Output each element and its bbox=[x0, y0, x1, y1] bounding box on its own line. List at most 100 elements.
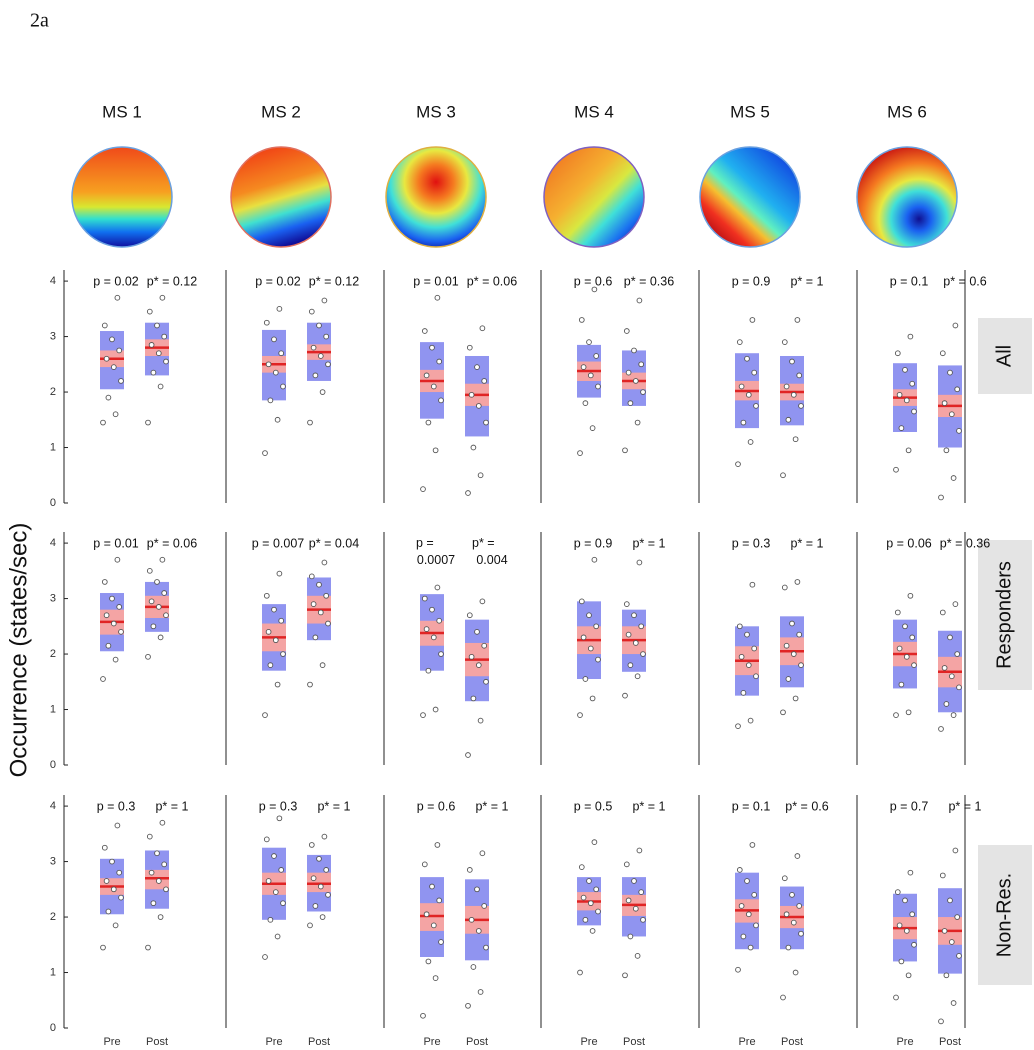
p-value: p = 0.0007 bbox=[416, 536, 455, 567]
data-point bbox=[321, 559, 328, 566]
data-point bbox=[276, 570, 283, 577]
data-point bbox=[749, 317, 756, 323]
data-point bbox=[632, 378, 639, 384]
data-point bbox=[956, 428, 962, 434]
data-point bbox=[430, 383, 437, 390]
data-point bbox=[780, 994, 786, 1001]
data-point bbox=[948, 939, 955, 945]
data-point bbox=[736, 623, 743, 630]
p-value: p = 0.6 bbox=[417, 799, 456, 813]
data-point bbox=[627, 933, 634, 940]
topomap bbox=[385, 146, 487, 248]
data-point bbox=[468, 916, 475, 923]
data-point bbox=[631, 878, 637, 884]
data-point bbox=[794, 579, 801, 585]
data-point bbox=[905, 709, 912, 716]
data-point bbox=[789, 358, 795, 365]
data-point bbox=[103, 612, 110, 619]
data-point bbox=[634, 419, 641, 426]
data-point bbox=[438, 397, 444, 404]
data-point bbox=[278, 867, 285, 873]
ci-box bbox=[307, 872, 331, 893]
data-point bbox=[323, 867, 330, 873]
data-point bbox=[321, 833, 328, 840]
p-value: p* = 0.06 bbox=[467, 274, 517, 288]
data-point bbox=[159, 294, 166, 301]
data-point bbox=[263, 592, 270, 599]
data-point bbox=[146, 308, 153, 315]
data-point bbox=[114, 556, 121, 563]
data-point bbox=[638, 361, 645, 368]
data-point bbox=[429, 883, 435, 890]
data-point bbox=[753, 673, 759, 680]
data-point bbox=[902, 367, 908, 373]
data-point bbox=[274, 416, 281, 423]
data-point bbox=[317, 353, 324, 359]
data-point bbox=[477, 472, 484, 479]
data-point bbox=[280, 651, 286, 657]
data-point bbox=[434, 294, 441, 301]
data-point bbox=[432, 447, 439, 454]
column-title: MS 2 bbox=[261, 102, 301, 121]
data-point bbox=[591, 556, 598, 563]
data-point bbox=[436, 617, 443, 624]
data-point bbox=[312, 634, 319, 641]
data-point bbox=[634, 953, 641, 959]
data-point bbox=[636, 297, 643, 304]
data-point bbox=[262, 954, 268, 960]
y-tick-label: 3 bbox=[50, 330, 56, 342]
data-point bbox=[792, 969, 799, 976]
data-point bbox=[161, 590, 168, 596]
data-point bbox=[150, 900, 157, 907]
data-point bbox=[100, 944, 106, 951]
data-point bbox=[308, 308, 315, 315]
data-point bbox=[943, 701, 950, 707]
data-point bbox=[578, 598, 585, 605]
data-point bbox=[745, 911, 752, 918]
data-point bbox=[159, 556, 166, 563]
data-point bbox=[105, 394, 112, 401]
data-point bbox=[477, 717, 484, 724]
p-value: p* = 0.6 bbox=[943, 274, 986, 288]
data-point bbox=[747, 717, 754, 724]
row-label: All bbox=[993, 345, 1015, 367]
data-point bbox=[272, 369, 279, 376]
data-point bbox=[466, 867, 473, 873]
figure-label: 2a bbox=[30, 10, 49, 32]
p-value: p = 0.7 bbox=[890, 799, 929, 813]
p-value: p* = 1 bbox=[632, 799, 665, 813]
data-point bbox=[475, 662, 482, 668]
data-point bbox=[580, 364, 587, 370]
data-point bbox=[627, 400, 634, 406]
data-point bbox=[319, 662, 326, 668]
data-point bbox=[903, 397, 910, 404]
data-point bbox=[321, 297, 328, 304]
data-point bbox=[421, 861, 428, 868]
data-point bbox=[896, 391, 903, 398]
p-value: p* = 0.12 bbox=[147, 274, 197, 288]
data-point bbox=[634, 673, 641, 680]
data-point bbox=[794, 317, 801, 323]
data-point bbox=[893, 466, 899, 473]
p-value: p* = 0.04 bbox=[309, 536, 359, 550]
data-point bbox=[798, 403, 804, 409]
data-point bbox=[939, 872, 946, 879]
row-label-box bbox=[978, 845, 1032, 985]
data-point bbox=[103, 878, 110, 884]
data-point bbox=[425, 419, 432, 426]
data-point bbox=[276, 305, 283, 312]
data-point bbox=[148, 342, 155, 348]
data-point bbox=[420, 1012, 426, 1019]
data-point bbox=[622, 692, 628, 699]
data-point bbox=[593, 886, 600, 893]
data-point bbox=[785, 676, 792, 682]
data-point bbox=[785, 944, 792, 951]
data-point bbox=[116, 347, 123, 354]
y-tick-label: 2 bbox=[50, 648, 56, 660]
data-point bbox=[587, 372, 594, 379]
data-point bbox=[894, 609, 901, 616]
data-point bbox=[798, 930, 804, 937]
data-point bbox=[112, 922, 119, 929]
data-point bbox=[310, 875, 317, 882]
y-tick-label: 3 bbox=[50, 855, 56, 867]
